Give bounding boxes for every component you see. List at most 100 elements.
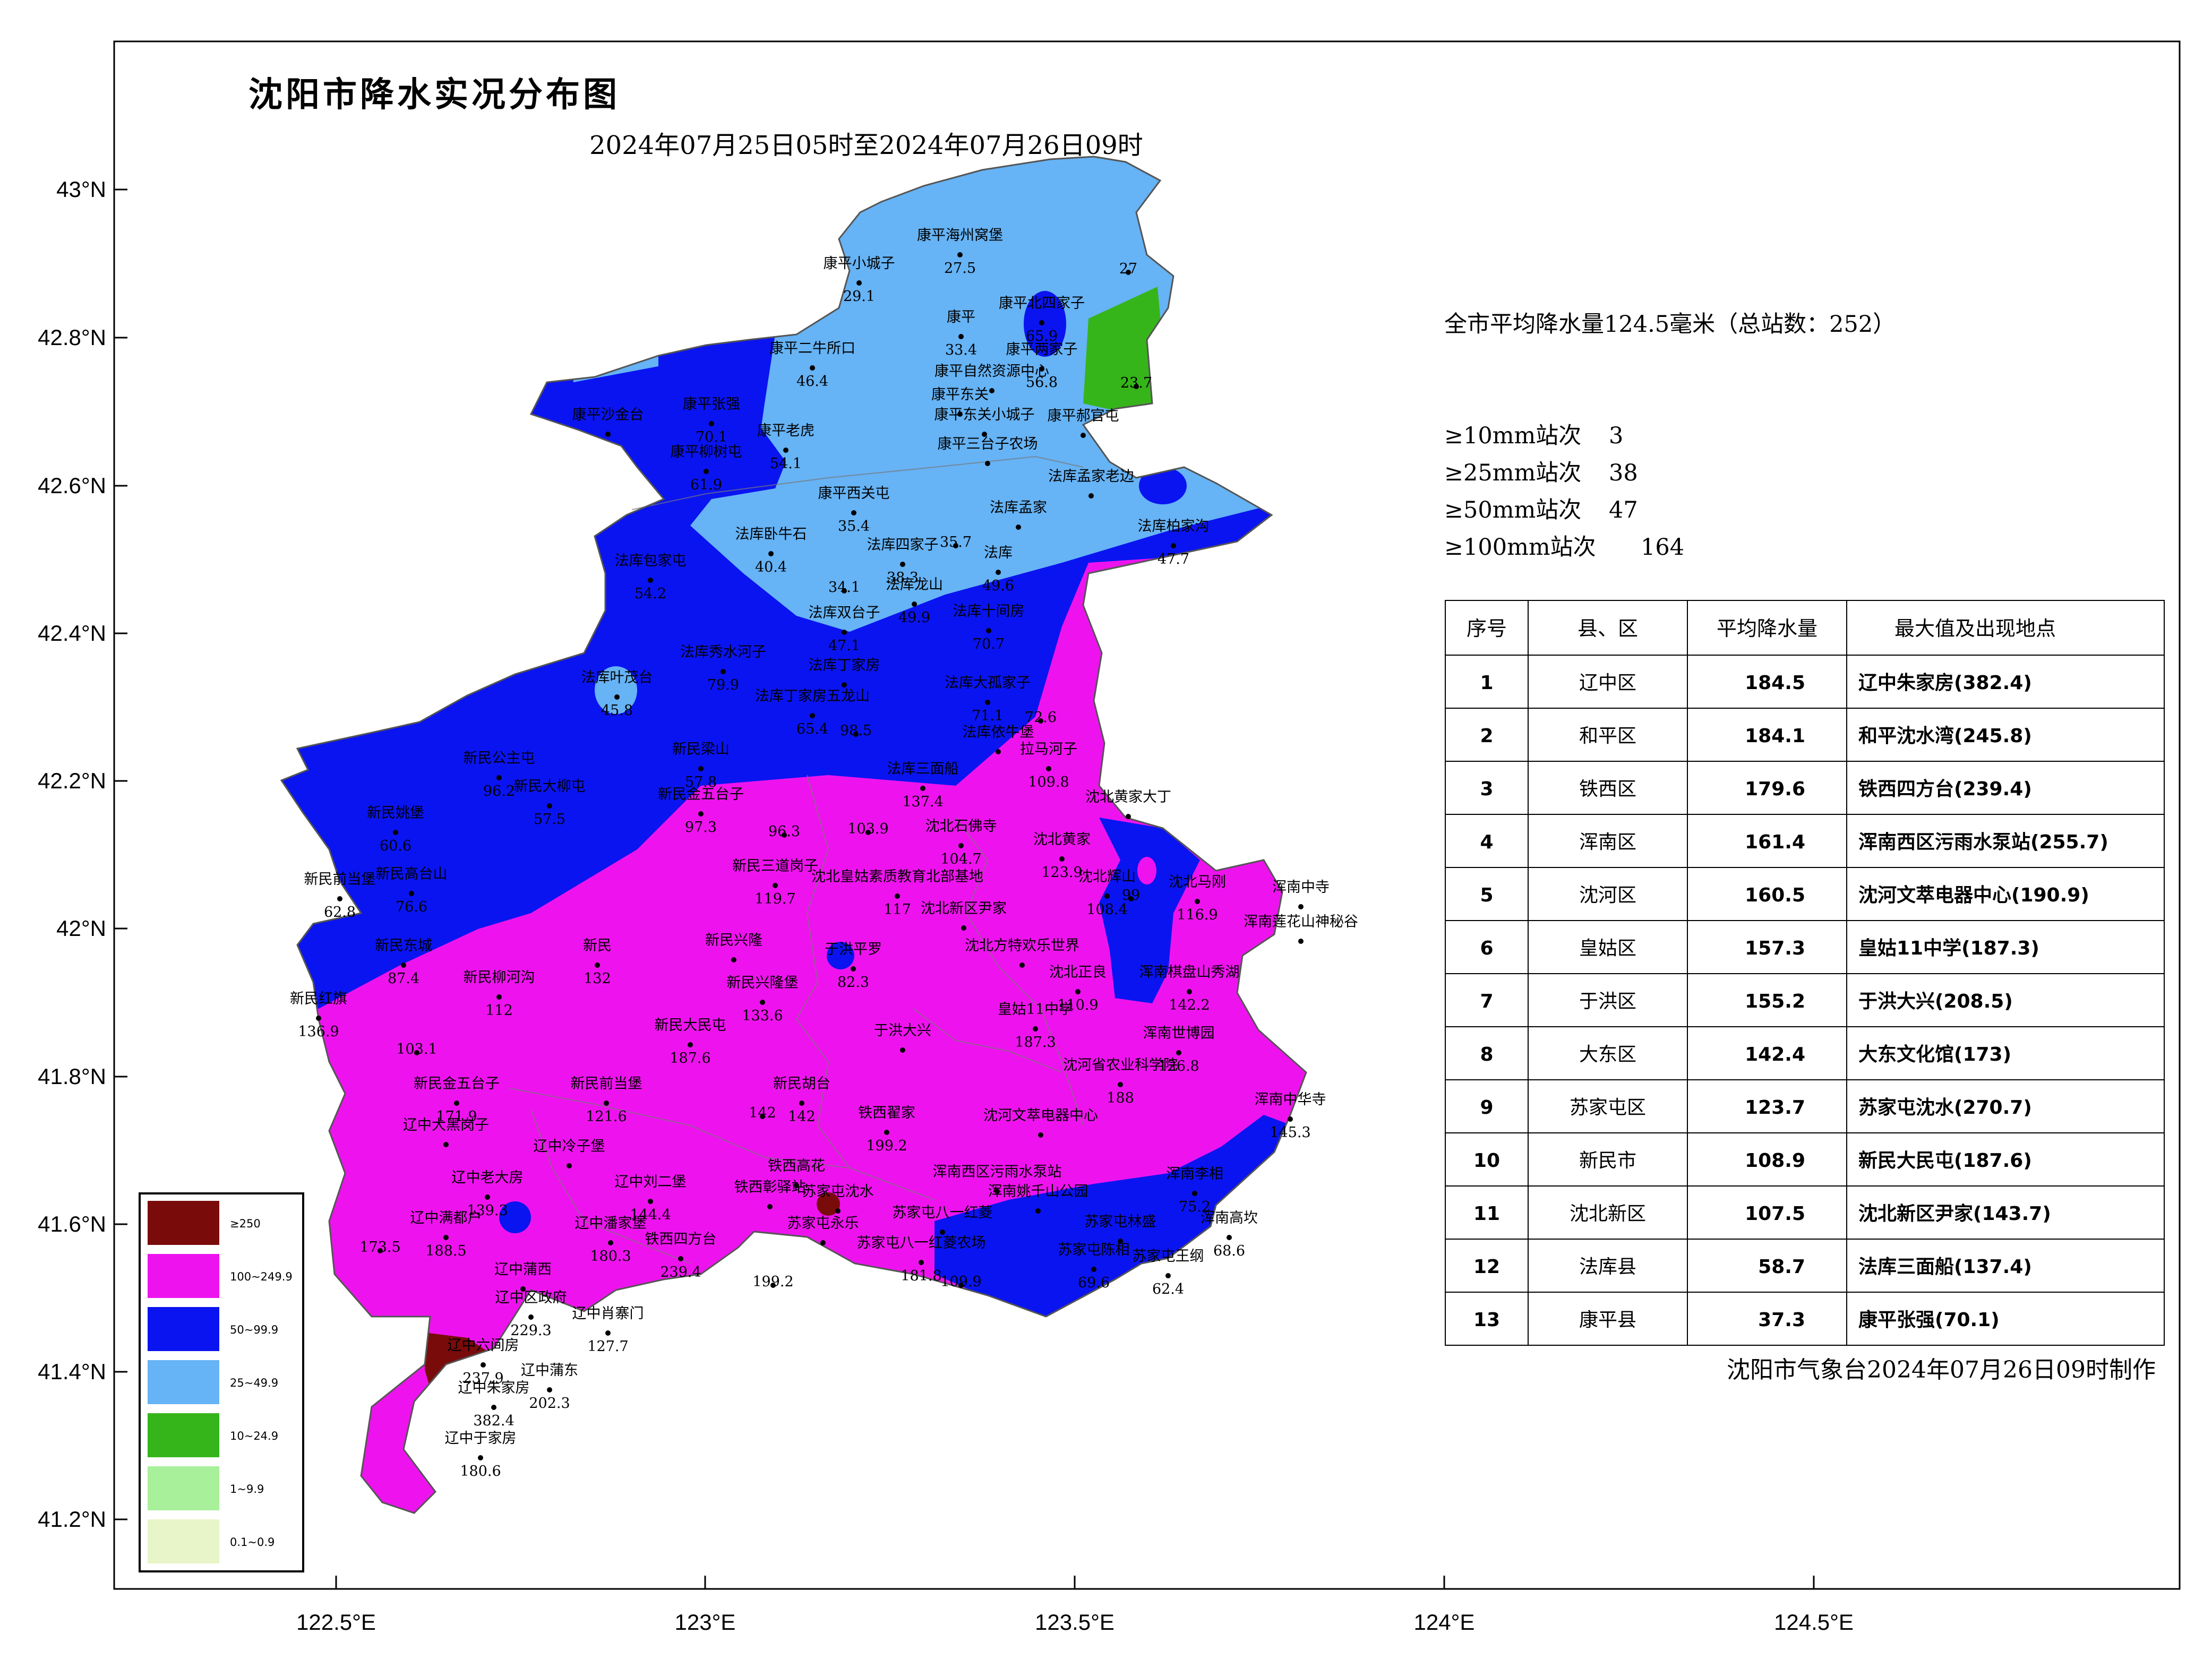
station: 康平东关小城子 [934, 407, 1035, 437]
station-value: 187.3 [1015, 1034, 1056, 1051]
lat-tick-label: 42.6°N [38, 473, 106, 498]
station: 72.6 [1025, 709, 1057, 726]
station-name: 康平柳树屯 [671, 444, 742, 460]
station: 康平老虎 54.1 [757, 423, 815, 472]
station-name: 新民金五台子 [658, 786, 744, 803]
station-value: 29.1 [843, 288, 875, 305]
table-cell-district: 法库县 [1579, 1256, 1636, 1278]
station: 法库丁家房 [809, 657, 880, 687]
station: 新民大民屯 187.6 [655, 1017, 726, 1067]
station: 康平小城子 29.1 [824, 255, 895, 305]
station-dot [1059, 856, 1065, 862]
station-name: 辽中老大房 [452, 1170, 524, 1186]
station-dot [820, 1240, 826, 1245]
station-name: 浑南中华寺 [1255, 1091, 1326, 1108]
station-dot [1134, 384, 1139, 389]
station-value: 188 [1107, 1090, 1134, 1106]
station: 沈北辉山 108.4 [1078, 869, 1136, 918]
table-cell-district: 康平县 [1579, 1309, 1636, 1331]
station-name: 沈北黄家 [1033, 831, 1091, 848]
table-cell-index: 11 [1473, 1203, 1500, 1225]
station-dot [1039, 320, 1044, 325]
station: 法库龙山 49.9 [886, 577, 943, 626]
station-dot [1126, 814, 1131, 819]
legend-label: 1~9.9 [230, 1483, 264, 1495]
station: 康平张强 70.1 [683, 396, 740, 445]
station-dot [614, 694, 620, 700]
station-dot [409, 891, 414, 896]
table-cell-average: 107.5 [1745, 1203, 1805, 1225]
station-dot [1035, 1208, 1041, 1214]
station-name: 辽中刘二堡 [615, 1174, 687, 1190]
station: 96.3 [768, 823, 800, 840]
station: 辽中蒲东 202.3 [521, 1362, 578, 1412]
station-dot [996, 749, 1001, 754]
table-cell-district: 沈北新区 [1570, 1203, 1646, 1225]
table-cell-index: 3 [1480, 778, 1493, 800]
station-name: 新民红旗 [290, 991, 347, 1007]
zone-10-24.9-east [1083, 287, 1168, 414]
precipitation-legend: ≥250 100~249.9 50~99.9 25~49.9 10~24.9 1~9.9 0… [139, 1192, 304, 1572]
station-dot [567, 1163, 572, 1168]
station-dot [1081, 433, 1086, 438]
station: 新民金五台子 171.9 [414, 1076, 500, 1125]
station-name: 康平海州窝堡 [917, 227, 1003, 244]
legend-label: 0.1~0.9 [230, 1536, 275, 1549]
station: 沈北马刚 116.9 [1169, 874, 1226, 923]
station-value: 69.6 [1078, 1275, 1110, 1291]
station-dot [919, 1260, 924, 1265]
table-cell-maximum: 铁西四方台(239.4) [1858, 778, 2032, 800]
station-dot [957, 252, 963, 257]
station-value: 76.6 [396, 899, 427, 915]
station-name: 铁西翟家 [858, 1105, 915, 1121]
station-value: 56.8 [1026, 374, 1058, 391]
station: 法库 49.6 [982, 545, 1014, 594]
station: 康平柳树屯 61.9 [671, 444, 742, 493]
station: 27 [1119, 261, 1137, 277]
station: 新民梁山 57.8 [672, 741, 730, 790]
station-name: 浑南莲花山神秘谷 [1244, 914, 1358, 930]
lat-tick-label: 42.2°N [38, 768, 106, 793]
station-dot [1165, 1273, 1171, 1278]
station-value: 97.3 [685, 819, 717, 836]
station-value: 62.8 [324, 904, 356, 921]
station-dot [698, 811, 704, 816]
table-cell-district: 辽中区 [1579, 672, 1636, 694]
station: 142 [749, 1105, 776, 1121]
station-name: 康平郝官屯 [1048, 408, 1119, 424]
station-value: 103.1 [396, 1041, 437, 1058]
station-dot [1075, 989, 1081, 994]
station-dot [1298, 939, 1304, 944]
table-cell-average: 160.5 [1745, 884, 1805, 906]
station-dot [547, 803, 552, 809]
legend-label: 50~99.9 [230, 1323, 278, 1336]
lon-tick-label: 123.5°E [1035, 1610, 1114, 1635]
station-dot [865, 830, 871, 835]
station-name: 辽中满都户 [410, 1210, 482, 1226]
station-dot [605, 1330, 611, 1336]
station-value: 54.2 [635, 586, 666, 602]
station: 皇姑11中学 187.3 [998, 1001, 1073, 1051]
station-value: 61.9 [690, 477, 722, 493]
station-name: 苏家屯八一红菱 [893, 1205, 993, 1221]
station-dot [1104, 893, 1110, 899]
station-dot [443, 1142, 449, 1147]
station-dot [856, 280, 862, 286]
station-dot [731, 957, 736, 962]
station: 浑南棋盘山秀湖 142.2 [1139, 964, 1240, 1013]
station-name: 康平张强 [683, 396, 740, 412]
station-dot [648, 578, 653, 583]
station-value: 65.9 [1026, 328, 1058, 345]
table-cell-average: 58.7 [1758, 1256, 1805, 1278]
latitude-axis: 43°N 42.8°N 42.6°N 42.4°N 42.2°N 42°N 41.8°N 41… [38, 177, 127, 1532]
station-value: 132 [584, 970, 611, 987]
station-value: 96.3 [768, 823, 800, 840]
station-value: 70.7 [973, 636, 1005, 652]
longitude-axis: 122.5°E 123°E 123.5°E 124°E 124.5°E [296, 1576, 1854, 1635]
legend-label: 100~249.9 [230, 1270, 293, 1283]
station-value: 82.3 [837, 974, 869, 991]
station-dot [842, 630, 847, 635]
station: 法库十间房 70.7 [953, 603, 1025, 652]
station: 铁西彰驿站 [734, 1179, 806, 1209]
